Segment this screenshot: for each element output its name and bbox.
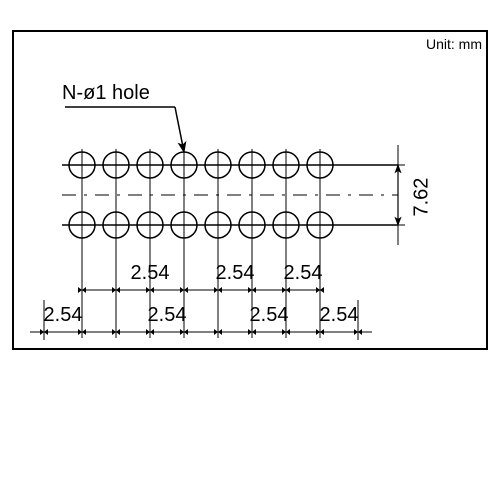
centerline xyxy=(62,178,398,212)
diagram-container: Unit: mm N-ø1 hole xyxy=(0,0,500,500)
leader-diagonal xyxy=(175,107,184,152)
pitch-label-u3: 2.54 xyxy=(281,262,325,285)
upper-dimension-arrows xyxy=(78,287,324,293)
pitch-label-l1: 2.54 xyxy=(41,304,85,327)
pitch-label-l3: 2.54 xyxy=(247,304,291,327)
pitch-label-l2: 2.54 xyxy=(145,304,189,327)
pitch-label-u1: 2.54 xyxy=(128,262,172,285)
pitch-label-l4: 2.54 xyxy=(317,304,361,327)
drawing-svg xyxy=(0,0,500,500)
pitch-label-u2: 2.54 xyxy=(213,262,257,285)
vdim-label: 7.62 xyxy=(411,173,434,217)
